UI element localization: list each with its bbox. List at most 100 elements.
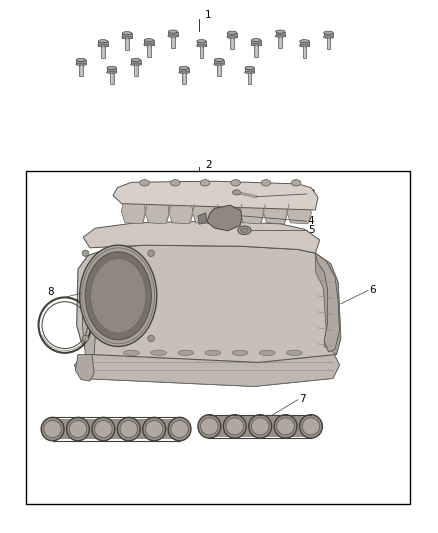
FancyBboxPatch shape <box>327 36 330 49</box>
FancyBboxPatch shape <box>107 68 117 72</box>
FancyBboxPatch shape <box>179 68 189 72</box>
Ellipse shape <box>124 350 139 356</box>
Ellipse shape <box>232 350 248 356</box>
Ellipse shape <box>168 417 191 441</box>
Polygon shape <box>74 352 339 386</box>
Ellipse shape <box>178 350 194 356</box>
Ellipse shape <box>168 30 178 33</box>
Ellipse shape <box>261 180 271 186</box>
Ellipse shape <box>233 190 240 195</box>
Ellipse shape <box>179 71 189 74</box>
Ellipse shape <box>259 350 275 356</box>
Polygon shape <box>287 203 311 224</box>
Bar <box>103 419 129 439</box>
Polygon shape <box>145 203 170 224</box>
FancyBboxPatch shape <box>303 45 306 58</box>
FancyBboxPatch shape <box>171 35 175 48</box>
Ellipse shape <box>144 43 154 46</box>
FancyBboxPatch shape <box>101 45 105 58</box>
FancyBboxPatch shape <box>254 44 258 56</box>
Ellipse shape <box>200 180 210 186</box>
Bar <box>129 419 154 439</box>
Polygon shape <box>315 253 341 354</box>
FancyBboxPatch shape <box>197 41 206 46</box>
Ellipse shape <box>291 180 301 186</box>
FancyBboxPatch shape <box>79 63 83 76</box>
Ellipse shape <box>168 35 178 37</box>
Polygon shape <box>169 203 193 224</box>
Ellipse shape <box>245 66 254 69</box>
Ellipse shape <box>300 39 309 43</box>
Ellipse shape <box>249 415 272 438</box>
Ellipse shape <box>324 31 333 34</box>
Ellipse shape <box>95 421 112 438</box>
FancyBboxPatch shape <box>125 37 129 50</box>
Bar <box>53 419 78 439</box>
Ellipse shape <box>120 421 138 438</box>
Ellipse shape <box>251 418 269 435</box>
Ellipse shape <box>148 335 154 342</box>
Ellipse shape <box>98 44 108 47</box>
Ellipse shape <box>251 38 261 42</box>
Ellipse shape <box>274 415 297 438</box>
Ellipse shape <box>76 58 86 61</box>
FancyBboxPatch shape <box>276 31 285 36</box>
Ellipse shape <box>179 66 189 69</box>
FancyBboxPatch shape <box>131 60 141 64</box>
Ellipse shape <box>69 421 87 438</box>
Ellipse shape <box>196 44 207 47</box>
Ellipse shape <box>286 350 302 356</box>
Polygon shape <box>83 221 320 253</box>
Ellipse shape <box>122 31 132 35</box>
Ellipse shape <box>122 36 132 39</box>
FancyBboxPatch shape <box>324 33 333 37</box>
Polygon shape <box>216 203 240 224</box>
Bar <box>209 416 235 437</box>
Ellipse shape <box>238 226 251 235</box>
Ellipse shape <box>240 228 248 233</box>
Ellipse shape <box>276 30 285 33</box>
Ellipse shape <box>80 245 157 346</box>
Ellipse shape <box>226 418 244 435</box>
Polygon shape <box>121 203 146 224</box>
Text: 4: 4 <box>308 216 314 226</box>
Ellipse shape <box>323 36 334 38</box>
Ellipse shape <box>140 180 149 186</box>
Text: 5: 5 <box>308 225 314 235</box>
FancyBboxPatch shape <box>245 68 254 72</box>
Ellipse shape <box>145 421 163 438</box>
Polygon shape <box>192 203 217 224</box>
FancyBboxPatch shape <box>134 63 138 76</box>
FancyBboxPatch shape <box>251 40 261 45</box>
Polygon shape <box>198 213 207 224</box>
Ellipse shape <box>151 350 166 356</box>
Ellipse shape <box>214 58 224 61</box>
Ellipse shape <box>107 66 117 69</box>
Bar <box>154 419 180 439</box>
Ellipse shape <box>171 421 188 438</box>
Polygon shape <box>74 352 339 386</box>
Polygon shape <box>113 181 318 210</box>
FancyBboxPatch shape <box>98 41 108 46</box>
Polygon shape <box>207 205 242 231</box>
FancyBboxPatch shape <box>147 44 151 56</box>
Ellipse shape <box>44 421 61 438</box>
Ellipse shape <box>302 418 320 435</box>
Ellipse shape <box>275 35 286 37</box>
FancyBboxPatch shape <box>217 63 221 76</box>
Bar <box>78 419 103 439</box>
Ellipse shape <box>76 63 86 66</box>
FancyBboxPatch shape <box>230 36 234 49</box>
Polygon shape <box>77 245 341 362</box>
Ellipse shape <box>117 417 140 441</box>
Ellipse shape <box>92 417 115 441</box>
Bar <box>235 416 260 437</box>
Bar <box>260 416 286 437</box>
Ellipse shape <box>106 71 117 74</box>
Ellipse shape <box>198 415 221 438</box>
Ellipse shape <box>144 38 154 42</box>
Ellipse shape <box>82 335 89 342</box>
Polygon shape <box>240 203 264 224</box>
FancyBboxPatch shape <box>76 60 86 64</box>
Ellipse shape <box>41 417 64 441</box>
